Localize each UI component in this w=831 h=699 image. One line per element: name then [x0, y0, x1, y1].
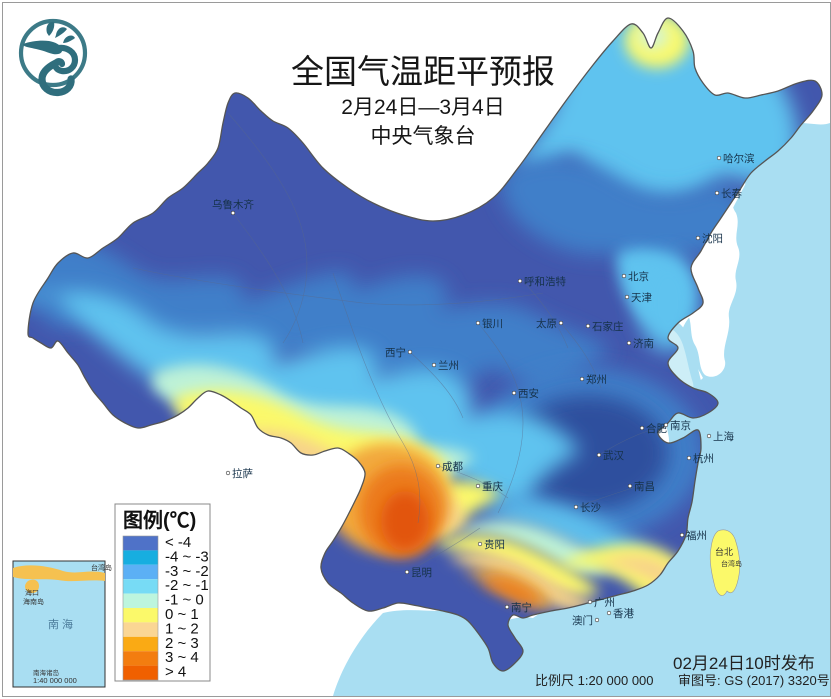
svg-text:南昌: 南昌	[634, 480, 655, 493]
svg-text:武汉: 武汉	[603, 449, 624, 462]
svg-text:贵阳: 贵阳	[484, 538, 505, 551]
svg-text:成都: 成都	[442, 461, 463, 473]
svg-text:北京: 北京	[628, 270, 649, 283]
svg-text:济南: 济南	[633, 337, 654, 350]
svg-text:石家庄: 石家庄	[592, 320, 624, 333]
svg-text:海南岛: 海南岛	[23, 597, 44, 606]
svg-text:广州: 广州	[594, 597, 615, 609]
svg-text:重庆: 重庆	[482, 480, 503, 493]
svg-text:南宁: 南宁	[511, 601, 532, 614]
svg-text:银川: 银川	[482, 317, 503, 330]
svg-text:上海: 上海	[713, 430, 734, 443]
svg-text:2月24日—3月4日: 2月24日—3月4日	[341, 96, 504, 119]
svg-text:南 海: 南 海	[48, 617, 73, 631]
svg-text:海口: 海口	[25, 588, 39, 597]
svg-text:杭州: 杭州	[693, 452, 714, 465]
svg-text:拉萨: 拉萨	[232, 467, 253, 480]
svg-text:图例(℃): 图例(℃)	[123, 508, 196, 532]
svg-text:台湾岛: 台湾岛	[91, 563, 112, 572]
svg-text:兰州: 兰州	[438, 359, 459, 372]
svg-text:> 4: > 4	[165, 664, 186, 681]
svg-text:长春: 长春	[721, 188, 742, 200]
svg-text:西安: 西安	[518, 387, 539, 400]
svg-text:中央气象台: 中央气象台	[371, 125, 476, 148]
svg-text:全国气温距平预报: 全国气温距平预报	[291, 53, 555, 90]
svg-text:呼和浩特: 呼和浩特	[524, 276, 566, 288]
svg-text:郑州: 郑州	[586, 373, 607, 386]
svg-text:台湾岛: 台湾岛	[721, 559, 742, 568]
svg-text:乌鲁木齐: 乌鲁木齐	[212, 198, 254, 211]
svg-text:天津: 天津	[631, 292, 652, 304]
svg-text:太原: 太原	[536, 317, 557, 330]
svg-text:香港: 香港	[613, 608, 634, 620]
svg-text:02月24日10时发布: 02月24日10时发布	[673, 654, 815, 673]
svg-text:审图号: GS (2017) 3320号: 审图号: GS (2017) 3320号	[678, 673, 830, 688]
svg-text:西宁: 西宁	[385, 346, 406, 359]
svg-text:澳门: 澳门	[572, 614, 593, 627]
svg-text:比例尺 1:20 000 000: 比例尺 1:20 000 000	[535, 673, 654, 688]
svg-text:南京: 南京	[670, 419, 691, 432]
svg-text:福州: 福州	[686, 529, 707, 542]
svg-text:台北: 台北	[715, 546, 733, 557]
svg-text:哈尔滨: 哈尔滨	[723, 152, 755, 165]
svg-text:沈阳: 沈阳	[702, 232, 723, 245]
svg-text:昆明: 昆明	[411, 567, 432, 579]
svg-text:长沙: 长沙	[580, 502, 601, 514]
svg-text:1:40 000 000: 1:40 000 000	[33, 676, 77, 685]
